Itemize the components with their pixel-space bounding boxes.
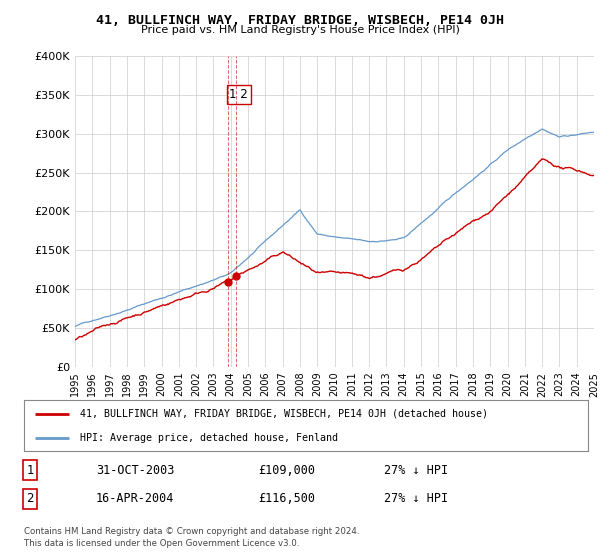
Text: 41, BULLFINCH WAY, FRIDAY BRIDGE, WISBECH, PE14 0JH (detached house): 41, BULLFINCH WAY, FRIDAY BRIDGE, WISBEC… [80,408,488,418]
Text: HPI: Average price, detached house, Fenland: HPI: Average price, detached house, Fenl… [80,433,338,443]
Text: £116,500: £116,500 [258,492,315,506]
Text: £109,000: £109,000 [258,464,315,477]
Text: Price paid vs. HM Land Registry's House Price Index (HPI): Price paid vs. HM Land Registry's House … [140,25,460,35]
Text: 2: 2 [26,492,34,506]
Text: 1 2: 1 2 [229,88,248,101]
Text: 16-APR-2004: 16-APR-2004 [96,492,175,506]
Text: 27% ↓ HPI: 27% ↓ HPI [384,464,448,477]
Text: Contains HM Land Registry data © Crown copyright and database right 2024.
This d: Contains HM Land Registry data © Crown c… [24,527,359,548]
Text: 1: 1 [26,464,34,477]
Text: 41, BULLFINCH WAY, FRIDAY BRIDGE, WISBECH, PE14 0JH: 41, BULLFINCH WAY, FRIDAY BRIDGE, WISBEC… [96,14,504,27]
Text: 27% ↓ HPI: 27% ↓ HPI [384,492,448,506]
Text: 31-OCT-2003: 31-OCT-2003 [96,464,175,477]
